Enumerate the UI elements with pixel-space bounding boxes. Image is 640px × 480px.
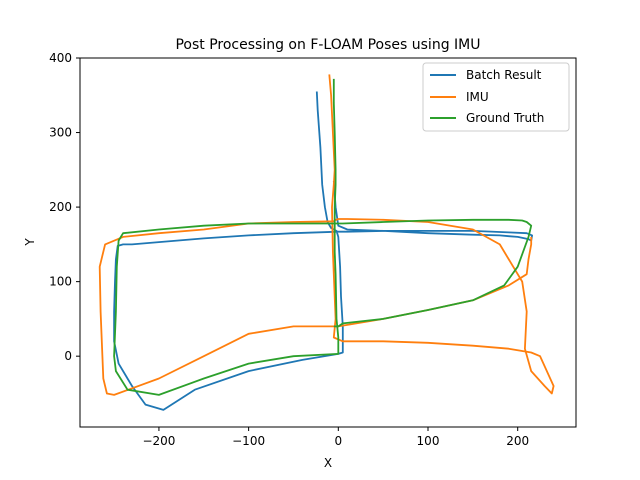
x-axis-label: X [324, 456, 332, 470]
y-tick-label: 400 [49, 51, 72, 65]
x-ticks: −200 −100 0 100 200 [142, 427, 529, 448]
plot-frame [79, 57, 577, 428]
plot-lines [98, 74, 555, 411]
x-tick-label: −100 [232, 434, 265, 448]
x-tick-label: −200 [142, 434, 175, 448]
x-tick-label: 100 [417, 434, 440, 448]
x-tick-label: 0 [334, 434, 342, 448]
legend-label-batch-result: Batch Result [466, 68, 542, 82]
y-axis-label: Y [23, 238, 37, 247]
x-tick-label: 200 [506, 434, 529, 448]
legend-label-ground-truth: Ground Truth [466, 111, 544, 125]
chart-title: Post Processing on F-LOAM Poses using IM… [175, 37, 480, 53]
y-ticks: 0 100 200 300 400 [49, 51, 80, 363]
legend-label-imu: IMU [466, 90, 489, 104]
y-tick-label: 300 [49, 126, 72, 140]
series-line-imu [98, 74, 555, 396]
y-tick-label: 0 [64, 349, 72, 363]
legend-frame [422, 62, 570, 132]
series-line-ground-truth [113, 78, 533, 396]
series-line-batch-result [113, 91, 533, 411]
y-tick-label: 200 [49, 200, 72, 214]
y-tick-label: 100 [49, 275, 72, 289]
legend: Batch Result IMU Ground Truth [422, 62, 570, 132]
